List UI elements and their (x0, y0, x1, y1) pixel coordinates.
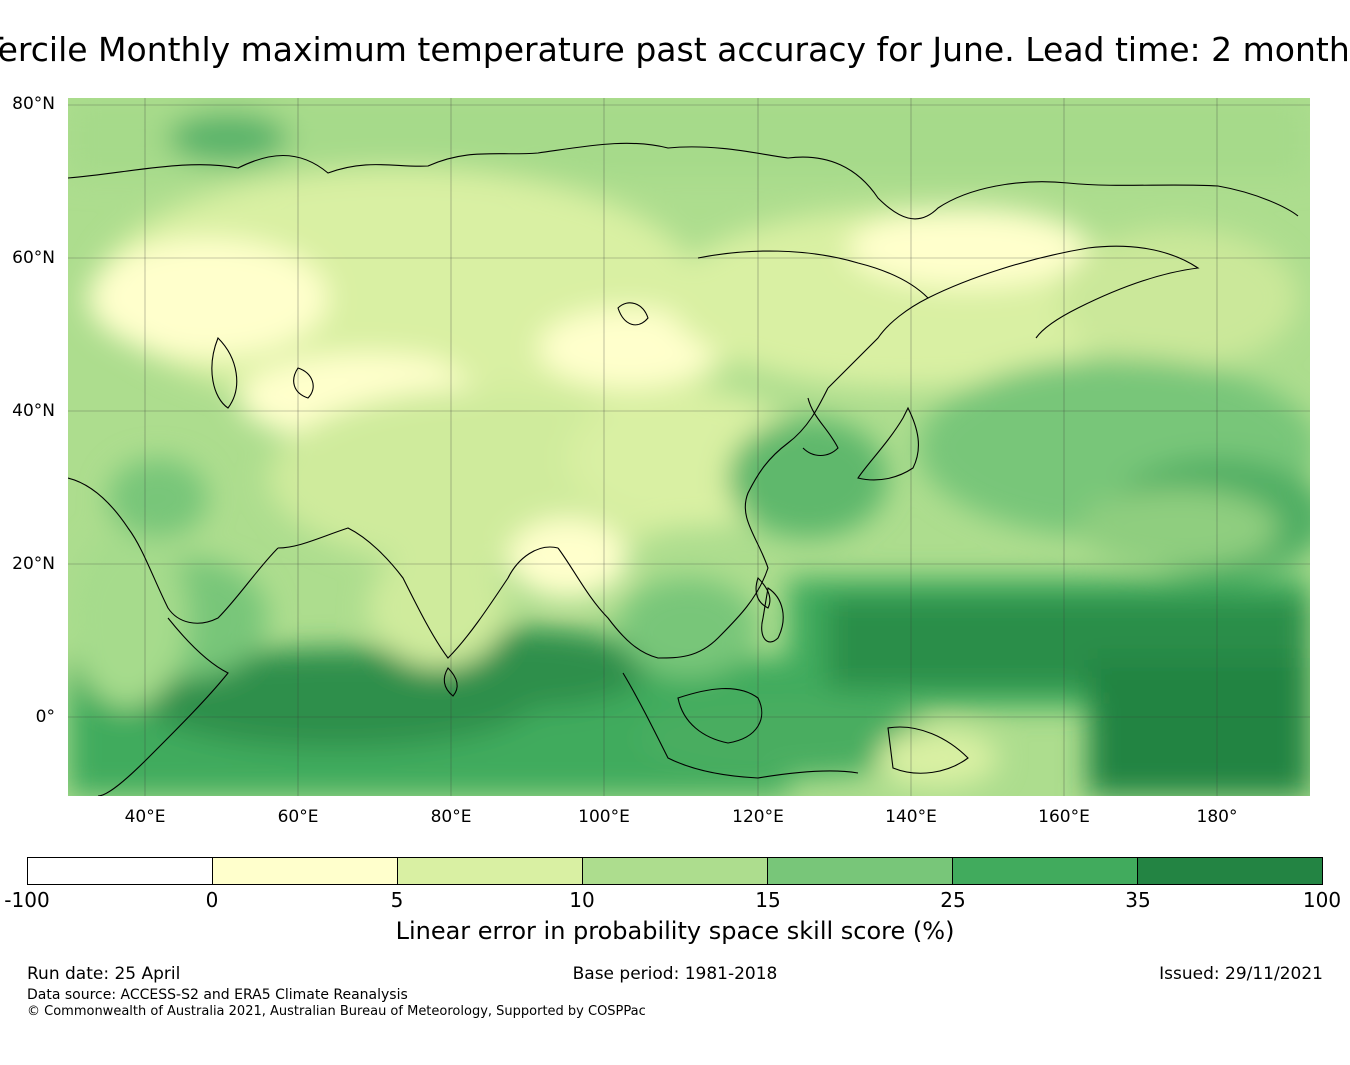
colorbar-segment (398, 858, 583, 884)
colorbar-tick: 35 (1125, 888, 1151, 912)
lon-label-140e: 140°E (885, 807, 937, 827)
colorbar-segment (28, 858, 213, 884)
data-source: Data source: ACCESS-S2 and ERA5 Climate … (27, 987, 408, 1003)
colorbar-segment (1138, 858, 1322, 884)
colorbar-tick: 5 (390, 888, 404, 912)
colorbar-segment (953, 858, 1138, 884)
issued-date: Issued: 29/11/2021 (1159, 964, 1323, 984)
colorbar-segment (768, 858, 953, 884)
colorbar-segment (583, 858, 768, 884)
skill-score-map[interactable] (68, 98, 1310, 796)
coastlines (68, 142, 1299, 796)
lon-label-40e: 40°E (124, 807, 166, 827)
base-period: Base period: 1981-2018 (572, 964, 778, 984)
copyright-notice: © Commonwealth of Australia 2021, Austra… (27, 1004, 646, 1019)
lat-label-80n: 80°N (12, 94, 55, 114)
lon-label-180: 180° (1196, 807, 1238, 827)
lon-label-120e: 120°E (732, 807, 784, 827)
colorbar-label: Linear error in probability space skill … (395, 917, 955, 945)
graticule (68, 98, 1310, 796)
lat-label-60n: 60°N (12, 248, 55, 268)
colorbar (27, 857, 1323, 885)
lon-label-80e: 80°E (430, 807, 472, 827)
lon-label-160e: 160°E (1038, 807, 1090, 827)
colorbar-tick: 10 (569, 888, 595, 912)
colorbar-tick: 25 (940, 888, 966, 912)
colorbar-tick: 100 (1302, 888, 1342, 912)
lat-label-0: 0° (35, 707, 55, 727)
colorbar-segment (213, 858, 398, 884)
map-canvas (68, 98, 1310, 796)
lon-label-60e: 60°E (277, 807, 319, 827)
lat-label-20n: 20°N (12, 554, 55, 574)
skill-field (68, 98, 1310, 796)
run-date: Run date: 25 April (27, 964, 181, 984)
colorbar-tick: 15 (755, 888, 781, 912)
colorbar-tick: -100 (4, 888, 50, 912)
lat-label-40n: 40°N (12, 401, 55, 421)
lon-label-100e: 100°E (578, 807, 630, 827)
map-title: Tercile Monthly maximum temperature past… (0, 30, 1350, 69)
colorbar-tick: 0 (205, 888, 219, 912)
